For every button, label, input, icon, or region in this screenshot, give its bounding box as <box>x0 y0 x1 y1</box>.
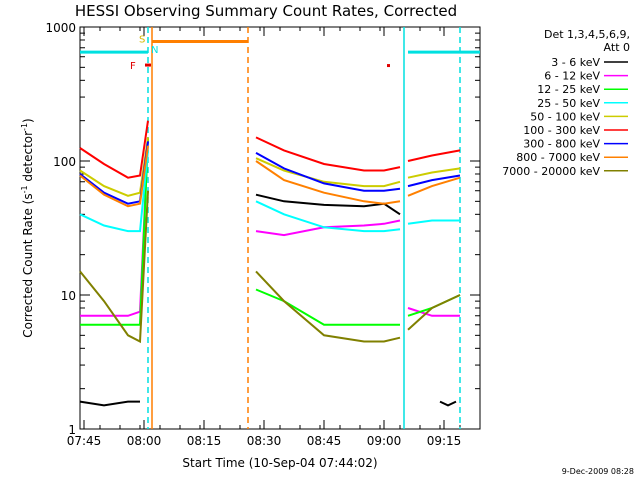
legend-label: 7000 - 20000 keV <box>502 165 600 178</box>
y-tick-labels: 1 10 100 1000 <box>45 21 76 437</box>
generated-timestamp: 9-Dec-2009 08:28 <box>562 467 634 476</box>
chart-title: HESSI Observing Summary Count Rates, Cor… <box>75 2 457 20</box>
y-tick-label: 1 <box>68 423 76 437</box>
legend-header-2: Att 0 <box>604 41 630 54</box>
axis-ticks <box>79 26 481 430</box>
x-tick-label: 08:30 <box>247 434 282 448</box>
y-tick-label: 100 <box>53 155 76 169</box>
legend-label: 12 - 25 keV <box>537 83 600 96</box>
legend-label: 6 - 12 keV <box>544 70 600 83</box>
legend-label: 50 - 100 keV <box>530 110 600 123</box>
status-bars <box>80 39 480 54</box>
legend-label: 3 - 6 keV <box>551 56 600 69</box>
series-line <box>255 152 401 192</box>
legend-label: 100 - 300 keV <box>523 124 600 137</box>
series-lines <box>79 120 461 407</box>
legend-label: 300 - 800 keV <box>523 138 600 151</box>
series-line <box>407 149 461 162</box>
x-tick-label: 08:00 <box>127 434 162 448</box>
flag-F: F <box>130 61 136 72</box>
x-tick-label: 08:15 <box>187 434 222 448</box>
series-line <box>79 120 149 179</box>
status-flags: SN F <box>130 34 390 72</box>
y-tick-label: 10 <box>61 289 76 303</box>
series-line <box>79 400 140 407</box>
series-line <box>255 160 401 205</box>
flag-N: N <box>151 45 158 56</box>
series-line <box>255 157 401 188</box>
series-line <box>80 137 149 317</box>
series-line <box>79 137 149 197</box>
series-line <box>79 190 149 344</box>
x-tick-label: 07:45 <box>67 434 102 448</box>
series-line <box>407 219 460 225</box>
series-line <box>79 150 149 233</box>
series-line <box>407 174 461 188</box>
series-line <box>255 136 401 172</box>
series-line <box>255 200 401 233</box>
series-line <box>407 307 460 317</box>
x-tick-label: 09:00 <box>367 434 402 448</box>
legend-label: 25 - 50 keV <box>537 97 600 110</box>
series-line <box>407 176 461 197</box>
series-line <box>79 145 149 208</box>
legend-label: 800 - 7000 keV <box>516 151 600 164</box>
x-tick-label: 08:45 <box>307 434 342 448</box>
flare-flag-dot <box>387 64 390 68</box>
series-line <box>439 400 457 407</box>
series-line <box>255 219 401 237</box>
series-line <box>80 137 149 326</box>
series-line <box>255 270 401 343</box>
x-tick-label: 09:15 <box>427 434 462 448</box>
series-line <box>407 294 461 331</box>
y-axis-label: Corrected Count Rate (s-1 detector-1) <box>20 118 35 337</box>
legend-header-1: Det 1,3,4,5,6,9, <box>544 28 630 41</box>
x-tick-labels: 07:45 08:00 08:15 08:30 08:45 09:00 09:15 <box>67 434 462 448</box>
series-line <box>255 193 401 216</box>
flag-S: S <box>139 34 145 45</box>
x-axis-label: Start Time (10-Sep-04 07:44:02) <box>182 456 377 470</box>
marker-lines <box>147 27 461 429</box>
y-tick-label: 1000 <box>45 21 76 35</box>
series-line <box>407 167 461 179</box>
series-line <box>79 141 149 205</box>
series-line <box>255 288 400 326</box>
